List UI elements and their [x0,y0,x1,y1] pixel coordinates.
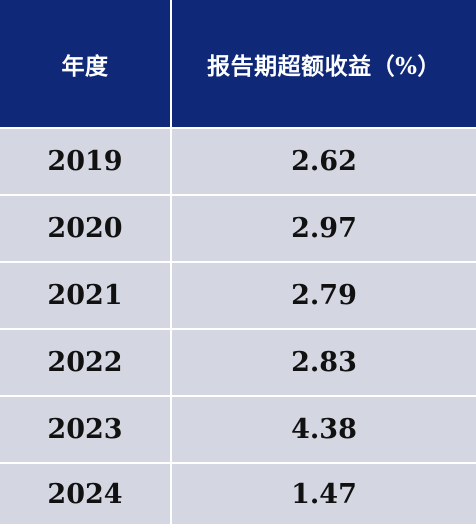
table-row: 2023 4.38 [0,397,476,462]
table-row: 2021 2.79 [0,263,476,328]
header-excess-return: 报告期超额收益（%） [170,0,476,127]
year-cell: 2024 [47,478,123,510]
year-cell: 2019 [47,146,123,177]
value-cell: 2.62 [170,129,476,194]
table-row: 2019 2.62 [0,129,476,194]
value-cell: 2.79 [170,263,476,328]
year-cell: 2022 [47,347,123,378]
value-cell: 1.47 [170,464,476,524]
table-header-row: 年度 报告期超额收益（%） [0,0,476,127]
header-year: 年度 [61,52,109,80]
value-cell: 4.38 [170,397,476,462]
year-cell: 2021 [47,280,123,311]
value-cell: 2.83 [170,330,476,395]
year-cell: 2023 [47,414,123,445]
year-cell: 2020 [47,213,123,244]
table-row: 2024 1.47 [0,464,476,524]
table-row: 2020 2.97 [0,196,476,261]
table-row: 2022 2.83 [0,330,476,395]
value-cell: 2.97 [170,196,476,261]
